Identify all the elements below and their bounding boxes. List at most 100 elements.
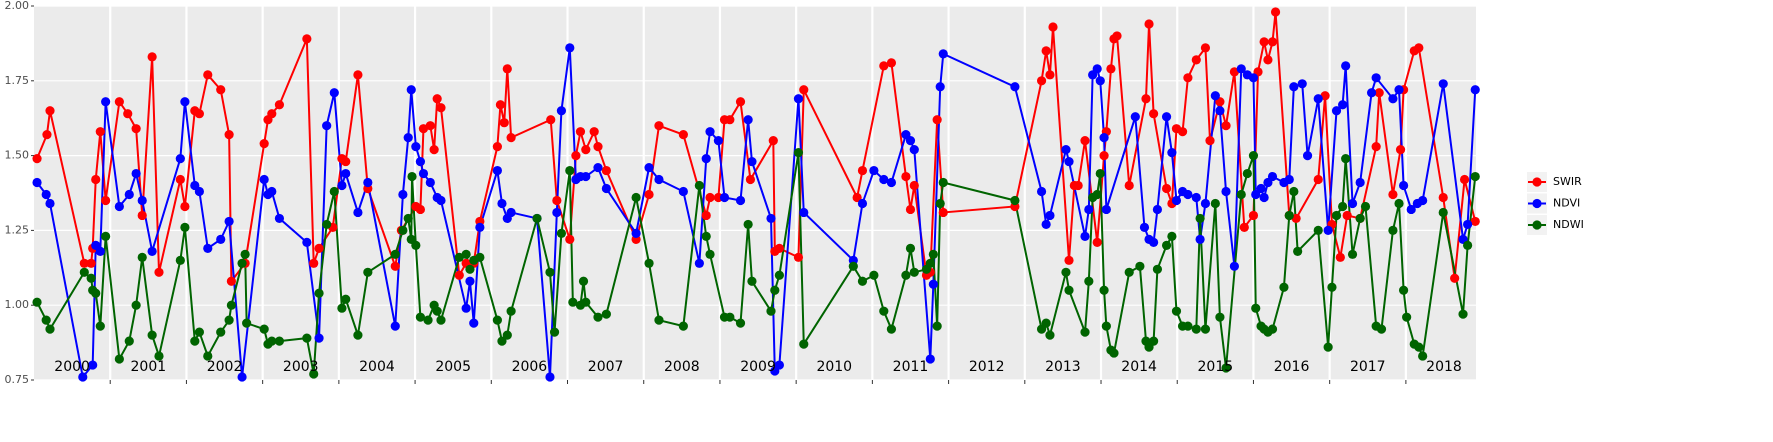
point xyxy=(1338,100,1348,110)
point xyxy=(415,156,426,167)
point xyxy=(589,127,599,137)
point xyxy=(1342,210,1352,221)
point xyxy=(1080,231,1090,241)
point xyxy=(114,201,124,212)
point xyxy=(1101,204,1111,215)
point xyxy=(1341,61,1351,71)
point xyxy=(869,270,879,280)
point xyxy=(1376,324,1387,334)
year-label: 2005 xyxy=(435,359,471,375)
point xyxy=(114,97,124,107)
year-label: 2014 xyxy=(1121,359,1157,375)
point xyxy=(1450,273,1460,283)
point xyxy=(1327,282,1337,292)
point xyxy=(1144,19,1154,29)
point xyxy=(1320,91,1330,101)
point xyxy=(1195,234,1205,244)
point xyxy=(793,94,804,104)
point xyxy=(1092,189,1102,200)
point xyxy=(1331,106,1342,116)
point xyxy=(1438,207,1448,218)
point xyxy=(492,165,502,176)
point xyxy=(329,88,339,98)
point xyxy=(506,306,516,316)
point xyxy=(1171,306,1182,316)
point xyxy=(1045,330,1055,340)
point xyxy=(114,354,124,364)
point xyxy=(79,267,89,277)
point xyxy=(1374,88,1384,98)
point xyxy=(497,198,507,209)
point xyxy=(403,213,413,224)
point xyxy=(701,231,711,241)
point xyxy=(848,261,858,271)
point xyxy=(216,327,226,337)
point xyxy=(390,261,400,271)
y-tick-label: 1.25 xyxy=(5,223,30,236)
point xyxy=(935,82,945,92)
point xyxy=(694,180,704,191)
point xyxy=(565,234,575,244)
point xyxy=(240,249,250,259)
point xyxy=(770,285,780,295)
point xyxy=(1106,64,1116,74)
y-tick-label: 0.75 xyxy=(5,373,30,386)
legend-dot xyxy=(1532,198,1542,209)
point xyxy=(1041,318,1051,328)
point xyxy=(935,198,945,209)
point xyxy=(1183,321,1193,331)
point xyxy=(1284,210,1294,221)
point xyxy=(314,243,324,253)
point xyxy=(216,85,226,95)
point xyxy=(793,148,804,158)
point xyxy=(1167,231,1177,241)
point xyxy=(314,333,324,343)
point xyxy=(1041,219,1051,230)
point xyxy=(928,249,938,259)
point xyxy=(341,168,351,179)
point xyxy=(1191,192,1201,203)
point xyxy=(454,252,464,262)
point xyxy=(1141,94,1151,104)
year-label: 2008 xyxy=(664,359,700,375)
point xyxy=(879,61,889,71)
point xyxy=(546,115,556,125)
point xyxy=(147,246,157,256)
point xyxy=(425,121,435,131)
point xyxy=(705,192,715,203)
point xyxy=(1248,73,1259,83)
point xyxy=(497,336,507,346)
point xyxy=(1263,55,1273,65)
point xyxy=(91,288,101,298)
point xyxy=(901,171,911,182)
point xyxy=(154,267,164,277)
point xyxy=(436,315,446,325)
point xyxy=(475,222,485,233)
point xyxy=(41,315,51,325)
point xyxy=(495,100,506,110)
point xyxy=(1109,348,1119,358)
point xyxy=(1267,171,1278,182)
point xyxy=(42,130,52,140)
point xyxy=(532,213,542,224)
point xyxy=(745,174,756,185)
point xyxy=(1112,31,1122,41)
point xyxy=(1045,70,1055,80)
point xyxy=(735,97,746,107)
legend: SWIR NDVI NDWI xyxy=(1527,172,1584,235)
point xyxy=(1395,145,1406,155)
point xyxy=(259,174,269,185)
point xyxy=(411,240,421,250)
point xyxy=(1200,324,1211,334)
point xyxy=(1221,363,1231,373)
point xyxy=(735,195,746,206)
point xyxy=(224,315,234,325)
point xyxy=(938,49,948,59)
point xyxy=(766,306,776,316)
point xyxy=(95,246,105,256)
point xyxy=(743,219,753,230)
point xyxy=(857,198,868,209)
y-tick-label: 1.00 xyxy=(5,298,30,311)
point xyxy=(1259,37,1269,47)
